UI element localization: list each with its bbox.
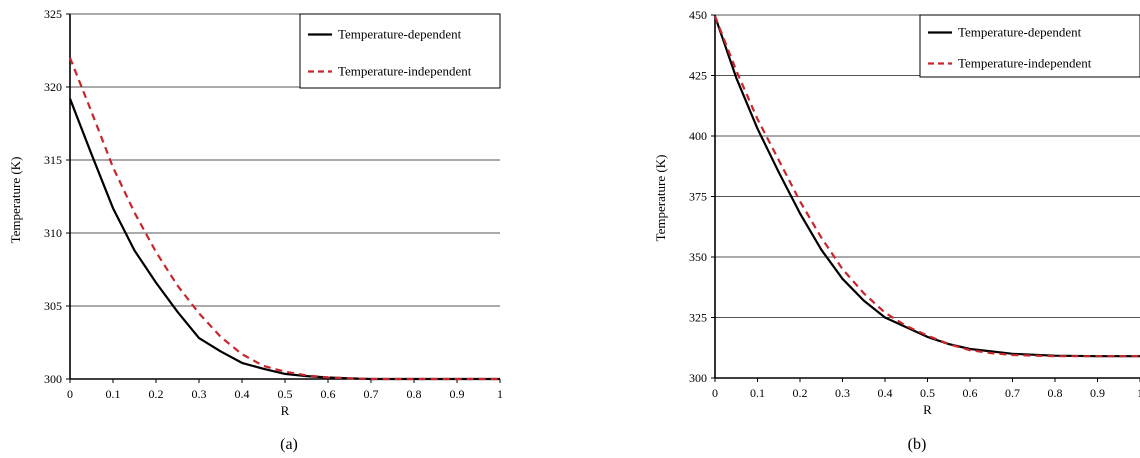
x-tick-label: 0.7 (1005, 386, 1020, 400)
x-tick-label: 0.2 (793, 386, 808, 400)
series-line-temperature-independent (713, 15, 1140, 358)
y-tick-label: 350 (689, 250, 707, 264)
panel-label: (b) (908, 436, 927, 453)
x-tick-label: 0.7 (364, 387, 379, 401)
x-tick-label: 0.6 (963, 386, 978, 400)
x-tick-label: 0.4 (878, 386, 893, 400)
chart-panel-a: 300 305 310 315 320 325 0 0.1 0.2 0.3 0.4 0.5 0.6 0.7… (8, 7, 503, 453)
y-axis-label: Temperature (K) (653, 155, 668, 242)
y-tick-label: 300 (689, 371, 707, 385)
x-tick-label: 1 (497, 387, 503, 401)
x-tick-label: 0.1 (750, 386, 765, 400)
y-axis-label: Temperature (K) (8, 157, 23, 244)
series-line-temperature-independent (68, 57, 500, 381)
y-tick-label: 450 (689, 8, 707, 22)
y-tick-label: 400 (689, 129, 707, 143)
x-tick-label: 0.5 (920, 386, 935, 400)
y-tick-label: 325 (689, 311, 707, 325)
legend: Temperature-dependent Temperature-indepen… (299, 13, 501, 89)
y-tick-label: 315 (44, 153, 62, 167)
y-tick-label: 300 (44, 372, 62, 386)
x-tick-label: 0.1 (106, 387, 121, 401)
chart-panel-b: 300 325 350 375 400 425 450 0 0.1 0.2 0.3 0.4 0.5 0.6… (653, 8, 1140, 453)
x-tick-label: 0.5 (278, 387, 293, 401)
x-tick-label: 0 (67, 387, 73, 401)
legend-box (919, 14, 1140, 78)
x-tick-label: 0.9 (1090, 386, 1105, 400)
y-tick-label: 325 (44, 7, 62, 21)
x-tick-label: 0.3 (192, 387, 207, 401)
y-tick-label: 310 (44, 226, 62, 240)
y-tick-label: 375 (689, 190, 707, 204)
x-tick-label: 1 (1137, 386, 1140, 400)
x-axis-label: R (923, 402, 932, 417)
legend-label: Temperature-independent (958, 56, 1092, 71)
series-line-temperature-dependent (713, 15, 1140, 358)
x-tick-label: 0.3 (835, 386, 850, 400)
x-tick-label: 0.8 (407, 387, 422, 401)
legend-label: Temperature-dependent (338, 27, 462, 42)
series-line-temperature-dependent (68, 98, 500, 381)
x-tick-label: 0 (712, 386, 718, 400)
x-tick-label: 0.4 (235, 387, 250, 401)
legend-label: Temperature-dependent (958, 25, 1082, 40)
legend-label: Temperature-independent (338, 64, 472, 79)
x-axis-label: R (281, 403, 290, 418)
y-tick-label: 320 (44, 80, 62, 94)
y-tick-label: 425 (689, 69, 707, 83)
x-tick-label: 0.9 (450, 387, 465, 401)
legend-box (299, 13, 501, 89)
x-tick-label: 0.6 (321, 387, 336, 401)
y-tick-label: 305 (44, 299, 62, 313)
x-tick-label: 0.2 (149, 387, 164, 401)
panel-label: (a) (280, 436, 298, 453)
x-tick-label: 0.8 (1048, 386, 1063, 400)
legend: Temperature-dependent Temperature-indepen… (919, 14, 1140, 78)
